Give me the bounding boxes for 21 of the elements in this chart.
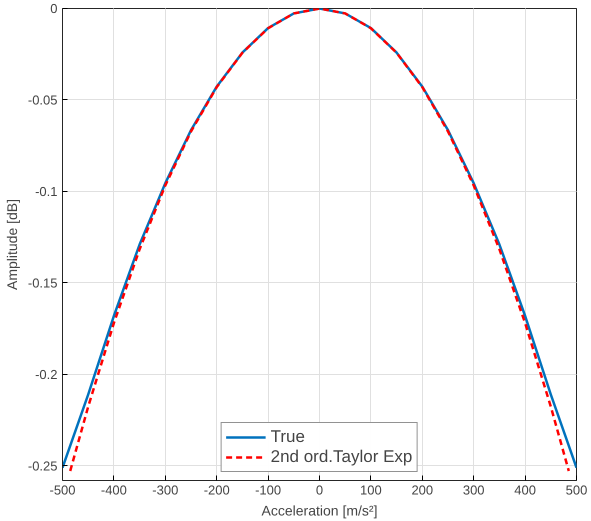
y-axis-title: Amplitude [dB]: [4, 198, 20, 290]
x-tick-label: 100: [360, 482, 382, 498]
y-tick-label: -0.15: [28, 275, 58, 290]
y-tick-label: -0.2: [35, 366, 58, 382]
x-tick-label: -400: [100, 482, 127, 498]
x-tick-label: -500: [49, 482, 76, 498]
legend-label: True: [270, 427, 305, 447]
x-tick-label: -200: [204, 482, 230, 498]
legend-label: 2nd ord.Taylor Exp: [270, 447, 412, 467]
y-tick-label: -0.25: [28, 458, 58, 474]
x-tick-label: 500: [566, 482, 588, 498]
y-tick-label: -0.1: [35, 184, 58, 199]
x-axis-title: Acceleration [m/s²]: [262, 502, 378, 518]
x-tick-label: -100: [255, 482, 282, 498]
x-tick-label: 200: [411, 482, 434, 498]
x-tick-label: 400: [514, 482, 536, 498]
x-tick-label: 0: [316, 482, 324, 498]
x-tick-label: -300: [152, 482, 178, 498]
x-tick-label: 300: [462, 482, 485, 498]
y-tick-label: -0.05: [28, 92, 58, 108]
y-tick-label: 0: [50, 1, 58, 16]
